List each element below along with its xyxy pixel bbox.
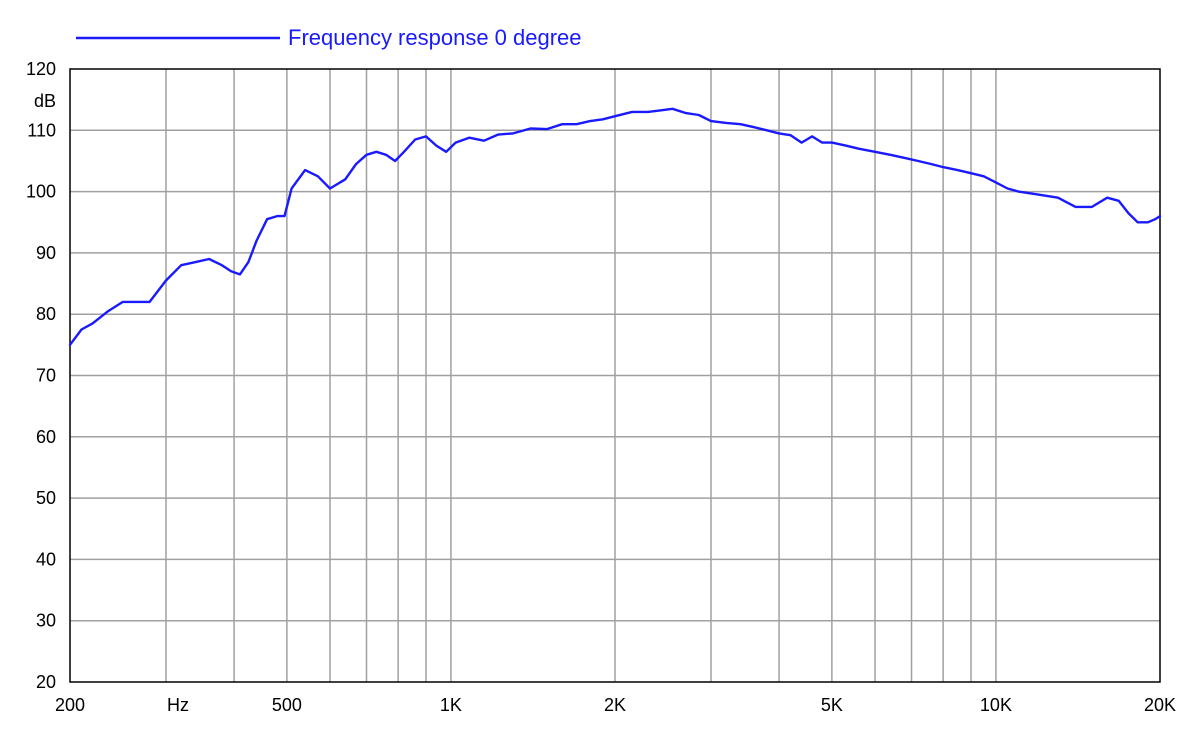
x-axis-unit-label: Hz [167,695,189,715]
x-tick-label: 10K [980,695,1012,715]
x-tick-label: 5K [821,695,843,715]
x-tick-label: 20K [1144,695,1176,715]
y-tick-label: 30 [36,611,56,631]
y-tick-label: 20 [36,672,56,692]
plot-frame [69,68,1161,683]
legend-label: Frequency response 0 degree [288,25,582,50]
x-tick-label: 2K [604,695,626,715]
y-tick-label: 40 [36,549,56,569]
y-tick-label: 50 [36,488,56,508]
y-axis-unit-label: dB [34,91,56,111]
x-tick-label: 500 [272,695,302,715]
x-tick-label: 200 [55,695,85,715]
y-tick-label: 90 [36,243,56,263]
y-tick-label: 100 [26,182,56,202]
y-tick-label: 80 [36,304,56,324]
y-tick-labels: 20 30 40 50 60 70 80 90 100 110 120 [26,59,56,692]
legend: Frequency response 0 degree [76,25,582,50]
y-tick-label: 120 [26,59,56,79]
x-tick-label: 1K [440,695,462,715]
y-tick-label: 70 [36,366,56,386]
x-tick-labels: 200 500 1K 2K 5K 10K 20K [55,695,1176,715]
y-tick-label: 60 [36,427,56,447]
y-tick-label: 110 [27,120,56,140]
series-line-frequency-response-0-degree [68,107,1162,346]
